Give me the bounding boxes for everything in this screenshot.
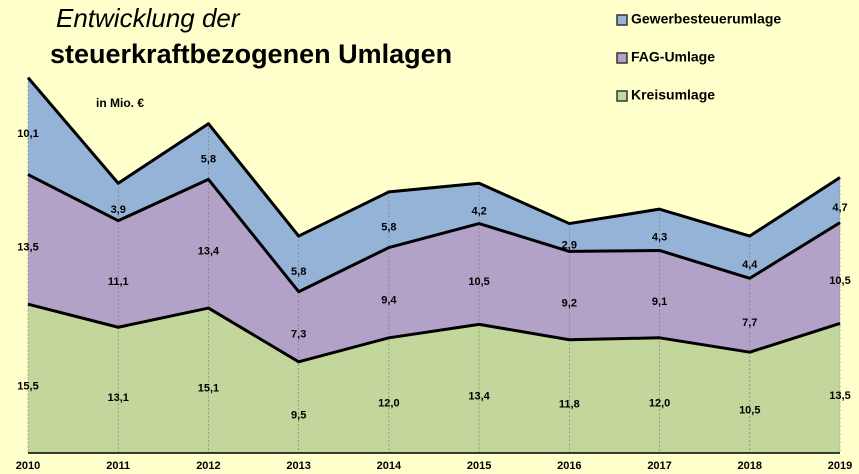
chart-title: Entwicklung der xyxy=(56,3,241,33)
data-label: 3,9 xyxy=(111,204,126,216)
data-label: 13,1 xyxy=(108,392,129,404)
data-label: 4,7 xyxy=(832,202,847,214)
area xyxy=(28,304,840,453)
area-line xyxy=(27,173,841,294)
data-label: 5,8 xyxy=(291,266,306,278)
data-label: 4,3 xyxy=(652,232,667,244)
x-tick-label: 2013 xyxy=(286,460,310,472)
data-label: 12,0 xyxy=(378,397,399,409)
data-label: 13,4 xyxy=(198,246,220,258)
legend-swatch xyxy=(616,14,628,26)
x-tick-label: 2017 xyxy=(647,460,671,472)
data-label: 9,2 xyxy=(562,297,577,309)
legend-label: Kreisumlage xyxy=(631,87,715,103)
x-tick-label: 2011 xyxy=(106,460,130,472)
data-label: 4,4 xyxy=(742,259,758,271)
legend-label: FAG-Umlage xyxy=(631,49,715,65)
chart-subtitle: steuerkraftbezogenen Umlagen xyxy=(50,39,452,69)
data-label: 15,1 xyxy=(198,382,219,394)
data-label: 4,2 xyxy=(471,205,486,217)
data-label: 12,0 xyxy=(649,397,670,409)
data-label: 9,4 xyxy=(381,295,397,307)
x-tick-label: 2015 xyxy=(467,460,491,472)
legend-swatch xyxy=(616,52,628,64)
legend-label: Gewerbesteuerumlage xyxy=(631,11,781,27)
data-label: 5,8 xyxy=(381,222,396,234)
x-tick-label: 2018 xyxy=(738,460,762,472)
x-tick-label: 2012 xyxy=(196,460,220,472)
data-label: 11,1 xyxy=(108,276,129,288)
data-label: 5,8 xyxy=(201,153,216,165)
data-label: 7,3 xyxy=(291,329,306,341)
data-label: 10,1 xyxy=(17,128,38,140)
data-label: 15,5 xyxy=(17,381,38,393)
x-tick-label: 2014 xyxy=(377,460,402,472)
data-label: 10,5 xyxy=(739,405,760,417)
data-label: 13,5 xyxy=(829,390,850,402)
data-label: 10,5 xyxy=(468,276,489,288)
x-tick-label: 2016 xyxy=(557,460,581,472)
data-label: 11,8 xyxy=(559,398,580,410)
data-label: 13,4 xyxy=(468,391,490,403)
x-tick-label: 2010 xyxy=(16,460,40,472)
data-label: 10,5 xyxy=(829,275,850,287)
data-label: 9,5 xyxy=(291,409,306,421)
data-label: 7,7 xyxy=(742,317,757,329)
legend-swatch xyxy=(616,90,628,102)
area xyxy=(28,77,840,292)
x-tick-label: 2019 xyxy=(828,460,852,472)
data-label: 2,9 xyxy=(562,239,577,251)
unit-annotation: in Mio. € xyxy=(96,96,144,110)
data-label: 13,5 xyxy=(17,241,38,253)
area-line xyxy=(27,302,841,364)
data-label: 9,1 xyxy=(652,296,667,308)
area-line xyxy=(26,76,841,238)
area xyxy=(28,174,840,362)
